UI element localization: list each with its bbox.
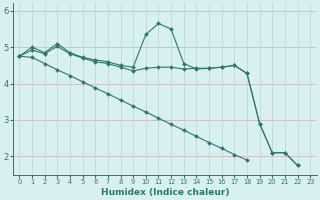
X-axis label: Humidex (Indice chaleur): Humidex (Indice chaleur): [100, 188, 229, 197]
